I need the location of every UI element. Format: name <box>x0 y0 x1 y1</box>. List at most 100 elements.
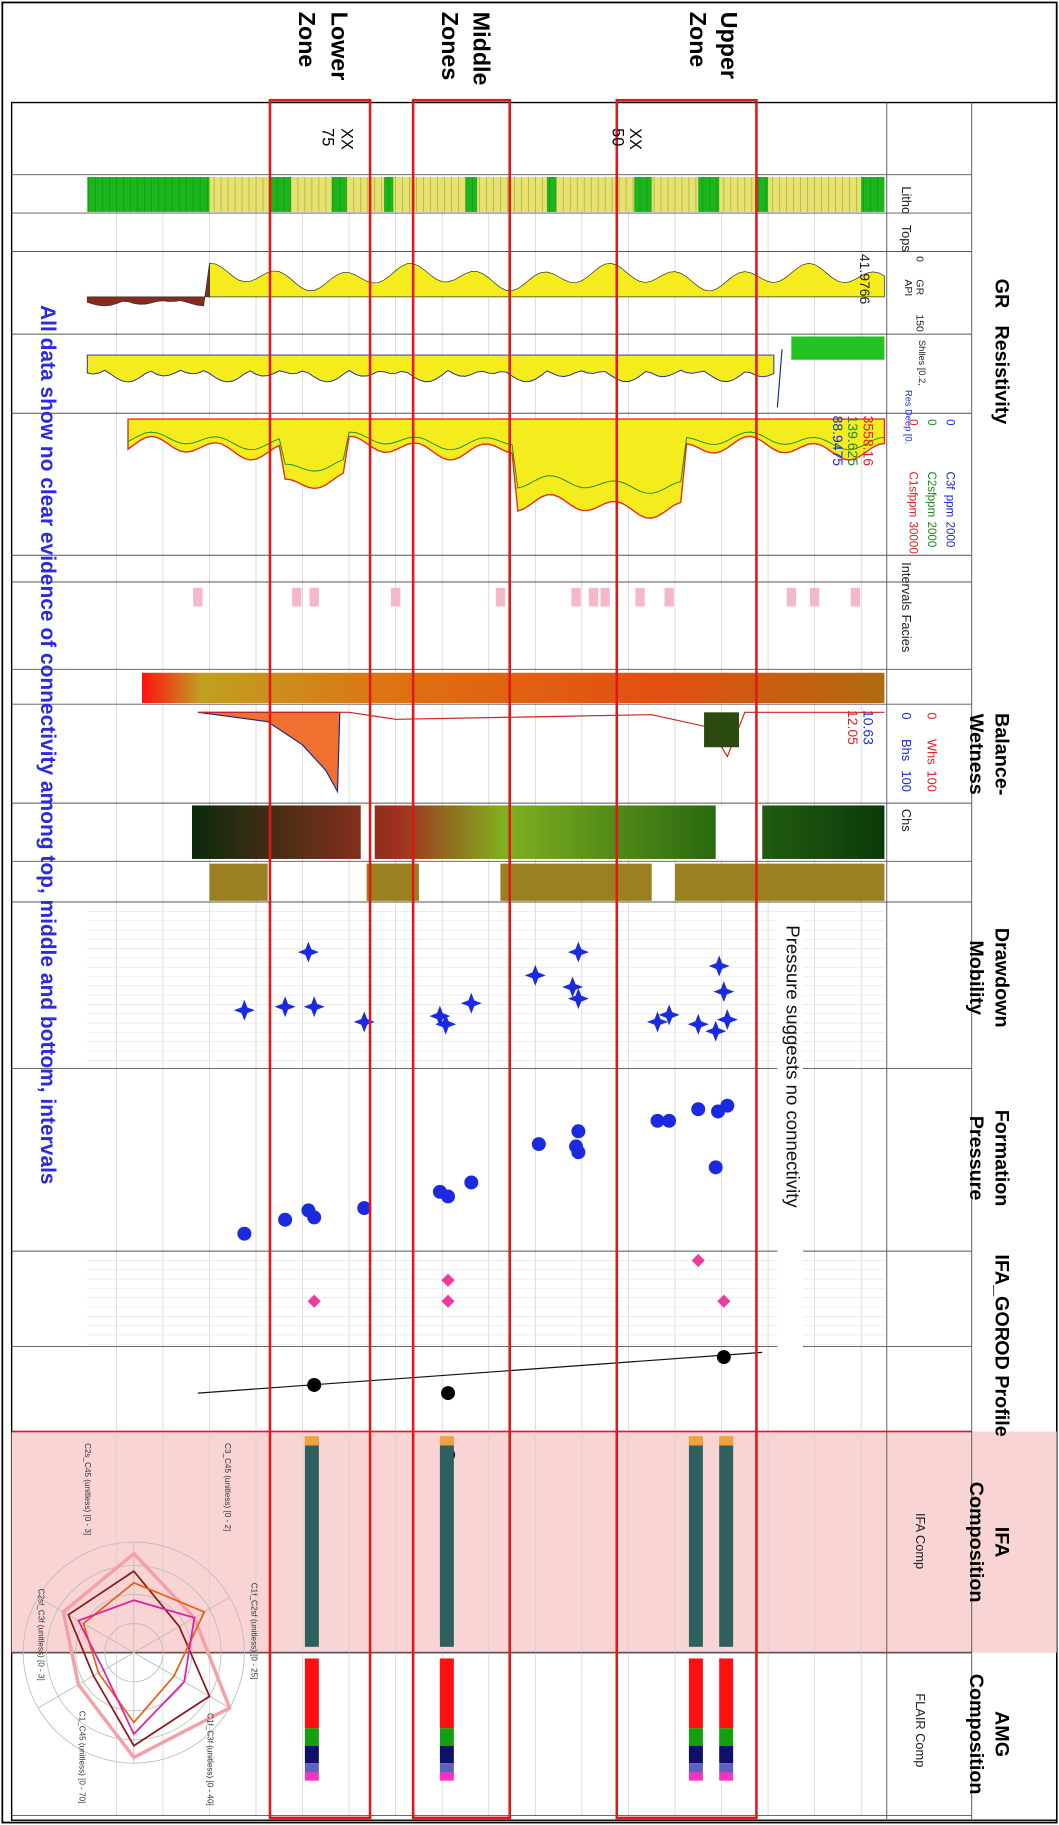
mobility-point <box>233 999 255 1021</box>
radar-axis-label: C2sf_C3f (unitless) [0 - 3] <box>37 1589 46 1681</box>
scale-label: API <box>902 279 913 296</box>
od-point <box>716 1350 731 1365</box>
ifa-cap <box>688 1436 703 1446</box>
od-point <box>307 1377 322 1392</box>
chs-gap <box>715 805 763 859</box>
scale-label: C3f <box>944 471 957 490</box>
scale-label: C1sf <box>906 471 919 496</box>
pressure-point <box>708 1160 723 1175</box>
mobility-point <box>687 1013 709 1035</box>
depth-marker: XX <box>626 128 644 150</box>
track-title: Composition <box>965 1482 987 1603</box>
interval-tag <box>309 587 319 607</box>
gas-c2 <box>127 431 885 494</box>
scale-label: 100 <box>899 771 914 792</box>
ifa-cap <box>304 1436 319 1446</box>
track-title: Wetness <box>965 714 987 795</box>
mobility-point <box>353 1011 375 1033</box>
flair-segment <box>688 1658 703 1729</box>
pressure-point <box>357 1201 372 1216</box>
facies-bar <box>141 672 885 704</box>
scale-label: GR <box>914 279 925 295</box>
track-title: Drawdown <box>991 928 1013 1028</box>
litho-shale <box>634 177 652 212</box>
litho-shale <box>331 177 347 212</box>
pressure-point <box>237 1226 252 1241</box>
interval-tag <box>850 587 861 607</box>
flair-segment <box>304 1763 319 1773</box>
res-spike <box>776 349 783 408</box>
gr-fill <box>209 262 885 298</box>
zone-label: Upper <box>716 12 742 79</box>
flair-segment <box>688 1728 703 1746</box>
od-point <box>441 1386 456 1401</box>
zone-label: Middle <box>468 12 494 86</box>
res-fill <box>86 354 775 383</box>
zone-box <box>268 98 372 1820</box>
litho-shale <box>546 177 557 212</box>
summary-note: All data show no clear evidence of conne… <box>36 305 59 1185</box>
readout: 12.05 <box>845 710 861 745</box>
ifa-bar <box>439 1443 454 1647</box>
flair-segment <box>439 1658 454 1729</box>
track-title: Resistivity <box>991 325 1013 424</box>
radar-series <box>82 1581 206 1724</box>
flair-segment <box>719 1745 734 1764</box>
radar-axis-label: C1_C45 (unitless) [0 - 70] <box>77 1711 86 1804</box>
track-header: Shlles [0.2, <box>917 340 927 386</box>
radar-spoke <box>37 1652 135 1709</box>
pressure-point <box>307 1210 322 1225</box>
scale-label: 2000 <box>925 521 938 547</box>
radar-spoke <box>133 1652 230 1709</box>
annotation-bg <box>777 919 803 1385</box>
readout: 139.625 <box>845 416 861 467</box>
flair-segment <box>439 1728 454 1746</box>
mobility-point <box>567 941 589 963</box>
track-title: IFA_GOR <box>991 1254 1013 1341</box>
track-title: IFA <box>991 1527 1013 1558</box>
pressure-point <box>650 1113 665 1128</box>
track-header: Tops <box>899 225 914 252</box>
od-trend <box>197 1351 763 1394</box>
scale-label: 0 <box>899 712 914 719</box>
mobility-point <box>567 988 589 1010</box>
scale-label: 0 <box>914 256 925 262</box>
gr-fill-low <box>86 263 210 307</box>
track-header: Facies <box>899 615 914 653</box>
interval-tag <box>292 587 302 607</box>
flair-segment <box>439 1745 454 1764</box>
scale-label: ppm <box>906 495 919 518</box>
readout: 41.9766 <box>857 254 873 305</box>
litho-shale <box>384 177 394 212</box>
radar-series <box>77 1599 196 1736</box>
track-header: Intervals <box>899 562 914 610</box>
flair-segment <box>304 1772 319 1781</box>
olive-block <box>500 863 652 901</box>
scale-label: 0 <box>944 419 957 426</box>
flair-segment <box>719 1728 734 1746</box>
chs-gap <box>360 805 375 859</box>
zone-label: Lower <box>326 12 352 81</box>
chs-bar <box>192 805 885 859</box>
radar-axis-label: C3_C45 (unitless) [0 - 2] <box>223 1443 232 1531</box>
track-title: Composition <box>965 1674 987 1795</box>
litho-shale <box>269 177 291 212</box>
mobility-point <box>716 1009 738 1031</box>
depth-marker: 75 <box>319 128 337 146</box>
zone-label: Zones <box>437 12 463 81</box>
flair-segment <box>688 1763 703 1773</box>
interval-tag <box>588 587 599 607</box>
flair-segment <box>719 1772 734 1781</box>
interval-tag <box>635 587 645 607</box>
readout: 88.9475 <box>830 416 846 467</box>
olive-block <box>366 863 419 901</box>
mobility-point <box>524 964 546 986</box>
scale-label: Whs <box>925 739 940 765</box>
pressure-point <box>571 1145 586 1160</box>
wetness-curve <box>197 711 885 758</box>
radar-axis-label: C2s_C45 (unitless) [0 - 3] <box>83 1443 92 1535</box>
pressure-point <box>441 1189 456 1204</box>
ifa-bar <box>719 1443 734 1647</box>
radar-spoke <box>133 1597 230 1653</box>
pressure-point <box>571 1124 586 1139</box>
